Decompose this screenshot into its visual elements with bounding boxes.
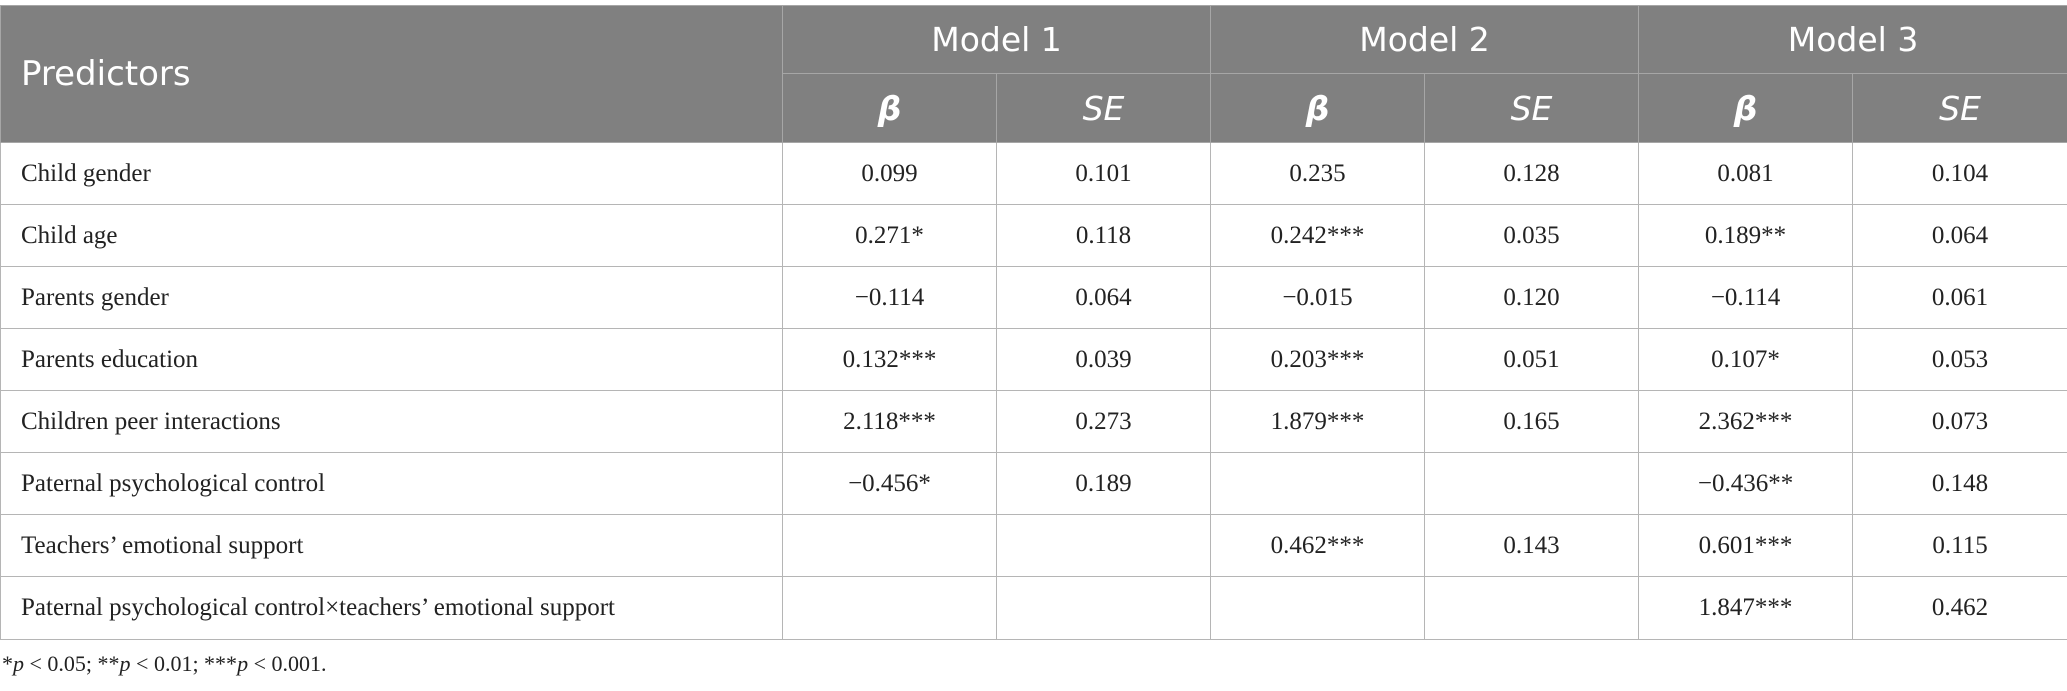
- model-3-se-cell: 0.064: [1852, 204, 2067, 267]
- model-3-beta-cell: 0.107*: [1638, 328, 1854, 391]
- model-2-beta-cell: 0.462***: [1210, 514, 1426, 577]
- row-label: Parents gender: [0, 266, 783, 329]
- model-1-se-cell: 0.101: [995, 142, 1212, 205]
- row-label: Children peer interactions: [0, 390, 783, 453]
- regression-table: Predictors Model 1 Model 2 Model 3 β SE …: [0, 5, 2067, 640]
- model-1-header: Model 1: [781, 5, 1212, 74]
- model-2-se-cell: 0.165: [1424, 390, 1640, 453]
- footnote-p-symbol: p: [13, 651, 24, 676]
- model-3-beta-cell: 0.601***: [1638, 514, 1854, 577]
- row-label: Parents education: [0, 328, 783, 391]
- model-3-se-cell: 0.104: [1852, 142, 2067, 205]
- model-3-se-cell: 0.061: [1852, 266, 2067, 329]
- model-2-beta-cell: 0.242***: [1210, 204, 1426, 267]
- model-3-beta-cell: −0.436**: [1638, 452, 1854, 515]
- model-3-se-cell: 0.148: [1852, 452, 2067, 515]
- model-1-beta-cell: 0.271*: [782, 204, 997, 267]
- row-label: Paternal psychological control×teachers’…: [0, 576, 783, 640]
- model-1-se-cell: [995, 576, 1212, 640]
- header-row-models: Predictors Model 1 Model 2 Model 3: [0, 5, 2067, 143]
- table-row: Children peer interactions 2.118*** 0.273 1…: [0, 390, 2067, 453]
- predictors-header: Predictors: [0, 5, 783, 143]
- model-2-se-cell: 0.143: [1424, 514, 1640, 577]
- footnote-p-symbol: p: [237, 651, 249, 676]
- model-3-beta-cell: 2.362***: [1638, 390, 1854, 453]
- row-label: Paternal psychological control: [0, 452, 783, 515]
- model-2-se-cell: 0.051: [1424, 328, 1640, 391]
- model-1-se-cell: 0.189: [995, 452, 1212, 515]
- table-row: Child gender 0.099 0.101 0.235 0.128 0.081 0.1…: [0, 142, 2067, 205]
- row-label: Child gender: [0, 142, 783, 205]
- model-1-beta-cell: −0.114: [782, 266, 997, 329]
- footnote-text: < 0.05; **: [24, 651, 120, 676]
- model-1-se-header: SE: [995, 73, 1212, 143]
- model-2-beta-cell: −0.015: [1210, 266, 1426, 329]
- table-row: Paternal psychological control×teachers’…: [0, 576, 2067, 640]
- model-2-beta-cell: 0.203***: [1210, 328, 1426, 391]
- table-body: Child gender 0.099 0.101 0.235 0.128 0.081 0.1…: [0, 142, 2067, 640]
- model-2-se-cell: 0.128: [1424, 142, 1640, 205]
- model-3-beta-cell: 0.081: [1638, 142, 1854, 205]
- model-3-se-cell: 0.053: [1852, 328, 2067, 391]
- model-2-se-cell: 0.120: [1424, 266, 1640, 329]
- table-row: Paternal psychological control −0.456* 0.1…: [0, 452, 2067, 515]
- model-1-beta-cell: 0.099: [782, 142, 997, 205]
- footnote-text: < 0.01; ***: [130, 651, 238, 676]
- footnote-p-symbol: p: [119, 651, 131, 676]
- model-3-beta-cell: 0.189**: [1638, 204, 1854, 267]
- footnote-text: *: [2, 651, 13, 676]
- model-3-beta-cell: 1.847***: [1638, 576, 1854, 640]
- significance-footnote: *p < 0.05; **p < 0.01; ***p < 0.001.: [2, 651, 326, 677]
- model-3-se-cell: 0.462: [1852, 576, 2067, 640]
- model-3-se-header: SE: [1852, 73, 2067, 143]
- footnote-text: < 0.001.: [248, 651, 327, 676]
- table-row: Child age 0.271* 0.118 0.242*** 0.035 0.189**…: [0, 204, 2067, 267]
- table-row: Parents education 0.132*** 0.039 0.203*** 0.…: [0, 328, 2067, 391]
- model-1-beta-cell: 0.132***: [782, 328, 997, 391]
- model-2-se-cell: [1424, 452, 1640, 515]
- model-3-se-cell: 0.115: [1852, 514, 2067, 577]
- table-row: Teachers’ emotional support 0.462*** 0.143…: [0, 514, 2067, 577]
- model-2-header: Model 2: [1210, 5, 1640, 74]
- model-3-beta-header: β: [1638, 73, 1854, 143]
- model-3-se-cell: 0.073: [1852, 390, 2067, 453]
- model-1-beta-header: β: [782, 73, 997, 143]
- model-1-beta-cell: [782, 514, 997, 577]
- model-2-beta-cell: 0.235: [1210, 142, 1426, 205]
- header-row-stats: β SE β SE β SE: [1, 73, 2067, 143]
- model-1-beta-cell: [782, 576, 997, 640]
- model-2-se-cell: [1424, 576, 1640, 640]
- model-2-beta-header: β: [1210, 73, 1426, 143]
- model-1-se-cell: [995, 514, 1212, 577]
- model-2-se-cell: 0.035: [1424, 204, 1640, 267]
- model-3-beta-cell: −0.114: [1638, 266, 1854, 329]
- model-1-beta-cell: 2.118***: [782, 390, 997, 453]
- model-1-se-cell: 0.039: [995, 328, 1212, 391]
- model-1-se-cell: 0.118: [995, 204, 1212, 267]
- table-row: Parents gender −0.114 0.064 −0.015 0.120 −0.1…: [0, 266, 2067, 329]
- table-header: Predictors Model 1 Model 2 Model 3 β SE …: [0, 5, 2067, 143]
- model-2-se-header: SE: [1424, 73, 1640, 143]
- model-2-beta-cell: [1210, 452, 1426, 515]
- model-1-se-cell: 0.064: [995, 266, 1212, 329]
- model-1-se-cell: 0.273: [995, 390, 1212, 453]
- row-label: Teachers’ emotional support: [0, 514, 783, 577]
- model-3-header: Model 3: [1638, 5, 2067, 74]
- model-2-beta-cell: [1210, 576, 1426, 640]
- model-1-beta-cell: −0.456*: [782, 452, 997, 515]
- row-label: Child age: [0, 204, 783, 267]
- model-2-beta-cell: 1.879***: [1210, 390, 1426, 453]
